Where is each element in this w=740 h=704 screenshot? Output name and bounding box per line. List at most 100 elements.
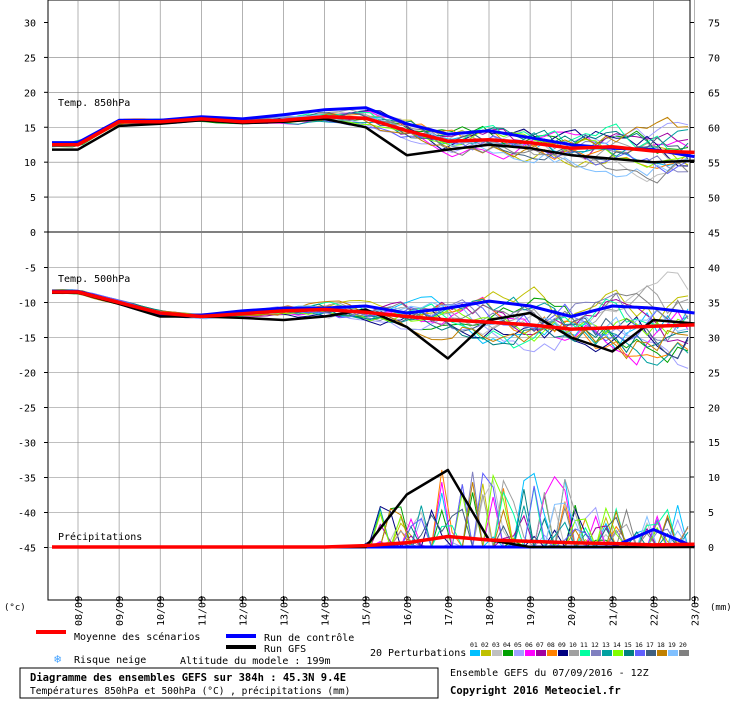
x-tick-label: 13/09 [280,596,291,626]
perturbation-swatch [657,650,667,656]
right-tick-label: 35 [708,299,720,310]
perturbation-swatch [558,650,568,656]
perturbation-number: 06 [525,641,533,649]
right-tick-label: 30 [708,334,720,345]
legend-gfs-label: Run GFS [264,644,306,655]
perturbation-legend: 01 02 03 04 05 06 07 08 09 10 11 12 13 14 15 16 17 18 19 20 [470,641,689,656]
x-tick-label: 21/09 [608,596,619,626]
right-tick-label: 10 [708,473,720,484]
right-tick-label: 50 [708,194,720,205]
y-unit-right: (mm) [710,603,732,613]
left-tick-label: -45 [18,544,36,555]
perturbation-number: 13 [602,641,610,649]
perturbation-swatch [613,650,623,656]
right-tick-label: 65 [708,89,720,100]
legend: Moyenne des scénarios Run de contrôle Ru… [36,630,689,667]
right-tick-label: 70 [708,54,720,65]
series-line [52,290,695,331]
perturbation-swatch [569,650,579,656]
x-tick-label: 18/09 [485,596,496,626]
left-tick-label: 15 [24,123,36,134]
diagram-subtitle: Températures 850hPa et 500hPa (°C) , pré… [30,686,350,697]
legend-snow-label: Risque neige [74,655,146,666]
y-unit-left: (°c) [4,603,26,613]
x-tick-label: 12/09 [238,596,249,626]
perturbation-number: 18 [657,641,665,649]
perturbation-number: 19 [668,641,676,649]
perturbation-swatch [503,650,513,656]
left-tick-label: -20 [18,369,36,380]
perturbation-swatch [635,650,645,656]
perturbations-label: 20 Perturbations [370,648,466,659]
right-tick-label: 60 [708,124,720,135]
right-tick-label: 15 [708,438,720,449]
right-tick-label: 75 [708,19,720,30]
left-tick-label: 25 [24,53,36,64]
perturbation-number: 10 [569,641,577,649]
x-tick-label: 17/09 [444,596,455,626]
x-tick-label: 08/09 [74,596,85,626]
perturbation-number: 15 [624,641,632,649]
perturbation-swatch [525,650,535,656]
right-tick-label: 45 [708,229,720,240]
perturbation-number: 11 [580,641,588,649]
grid [48,0,695,600]
perturbation-number: 16 [635,641,643,649]
perturbation-number: 09 [558,641,566,649]
left-tick-label: 5 [30,193,36,204]
perturbation-number: 03 [492,641,500,649]
right-tick-label: 0 [708,543,714,554]
plot-frame [47,0,691,601]
x-tick-label: 10/09 [156,596,167,626]
perturbation-number: 07 [536,641,544,649]
series-line [52,115,695,155]
x-tick-label: 20/09 [567,596,578,626]
perturbation-swatch [591,650,601,656]
ensemble-info: Ensemble GEFS du 07/09/2016 - 12Z [450,668,649,679]
left-tick-label: -40 [18,509,36,520]
left-tick-label: 0 [30,228,36,239]
x-tick-label: 09/09 [115,596,126,626]
perturbation-number: 02 [481,641,489,649]
x-tick-label: 16/09 [403,596,414,626]
right-tick-label: 5 [708,508,714,519]
perturbation-number: 05 [514,641,522,649]
perturbation-swatch [602,650,612,656]
perturbation-number: 04 [503,641,511,649]
right-tick-label: 20 [708,404,720,415]
perturbation-line [52,292,689,354]
left-tick-label: 30 [24,19,36,30]
panel-title-precip: Précipitations [58,531,142,543]
panel-title-500: Temp. 500hPa [58,274,130,285]
left-tick-label: -5 [24,264,36,275]
left-tick-label: -15 [18,334,36,345]
diagram-title: Diagramme des ensembles GEFS sur 384h : … [30,672,346,684]
perturbation-number: 20 [679,641,687,649]
perturbation-swatch [679,650,689,656]
left-axis: 30 25 20 15 10 5 0 -5 -10 -15 -20 -25 -30 -35 -40 -45 [18,19,48,555]
perturbation-number: 08 [547,641,555,649]
x-tick-label: 23/09 [691,596,702,626]
legend-control-label: Run de contrôle [264,632,354,644]
perturbation-swatch [646,650,656,656]
perturbation-number: 12 [591,641,599,649]
perturbation-swatch [514,650,524,656]
altitude-label: Altitude du modele : 199m [180,656,331,667]
perturbation-swatch [470,650,480,656]
perturbation-swatch [580,650,590,656]
left-tick-label: 10 [24,158,36,169]
series-line [52,534,695,549]
snowflake-icon: ❄ [54,652,61,666]
left-tick-label: -35 [18,474,36,485]
series-line [52,117,695,164]
x-tick-label: 19/09 [526,596,537,626]
left-tick-label: 20 [24,88,36,99]
left-tick-label: -25 [18,404,36,415]
perturbation-number: 17 [646,641,654,649]
perturbation-swatch [668,650,678,656]
x-tick-label: 14/09 [321,596,332,626]
legend-mean-label: Moyenne des scénarios [74,631,200,643]
perturbation-swatch [624,650,634,656]
